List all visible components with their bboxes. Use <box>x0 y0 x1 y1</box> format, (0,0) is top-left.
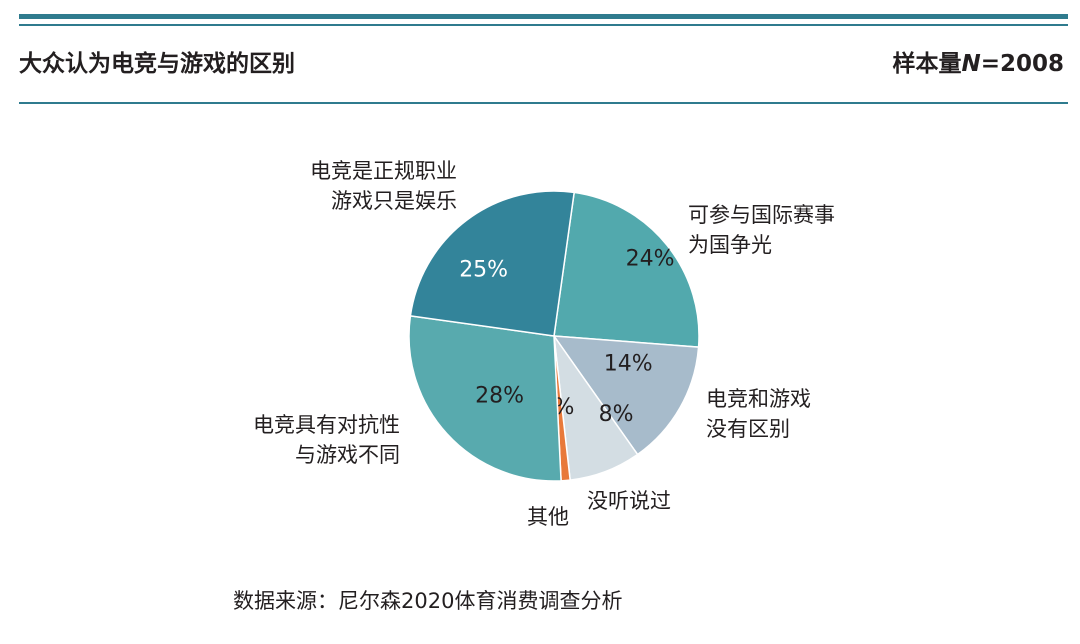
chart-title: 大众认为电竞与游戏的区别 <box>19 51 295 77</box>
category-label-line: 没听说过 <box>587 489 671 513</box>
category-label-competitive: 电竞具有对抗性 与游戏不同 <box>253 410 400 470</box>
sample-size-n: N <box>961 51 981 77</box>
pie-slice-pct-label-never-heard: 8% <box>599 402 634 427</box>
category-label-other: 其他 <box>527 502 569 532</box>
pie-slice-no-difference <box>552 335 700 456</box>
header-rule-thin <box>19 24 1068 26</box>
sample-size-value: =2008 <box>980 51 1064 77</box>
category-label-line: 电竞和游戏 <box>706 387 811 411</box>
sample-size: 样本量N=2008 <box>892 48 1064 80</box>
pie-slice-pct-label-international: 24% <box>626 247 675 272</box>
category-label-line: 为国争光 <box>688 233 772 257</box>
category-label-line: 电竞具有对抗性 <box>253 413 400 437</box>
pie-slice-pct-label-no-difference: 14% <box>604 351 653 376</box>
category-label-line: 与游戏不同 <box>295 443 400 467</box>
pie-slice-competitive <box>408 314 562 482</box>
pie-slice-profession <box>409 190 576 337</box>
pie-slice-pct-label-competitive: 28% <box>475 384 524 409</box>
sample-size-prefix: 样本量 <box>892 51 962 77</box>
category-label-line: 其他 <box>527 505 569 529</box>
category-label-line: 可参与国际赛事 <box>688 203 835 227</box>
category-label-never-heard: 没听说过 <box>587 486 671 516</box>
header-rule-bottom <box>19 102 1068 104</box>
category-label-line: 没有区别 <box>706 417 790 441</box>
category-label-no-difference: 电竞和游戏 没有区别 <box>706 384 811 444</box>
pie-slice-international <box>553 191 700 348</box>
pie-slice-pct-label-profession: 25% <box>459 258 508 283</box>
category-label-line: 游戏只是娱乐 <box>331 189 457 213</box>
category-label-profession: 电竞是正规职业 游戏只是娱乐 <box>310 156 457 216</box>
category-label-line: 电竞是正规职业 <box>310 159 457 183</box>
header-rule-thick <box>19 14 1068 19</box>
data-source-note: 数据来源：尼尔森2020体育消费调查分析 <box>233 589 623 613</box>
category-label-international: 可参与国际赛事 为国争光 <box>688 200 835 260</box>
